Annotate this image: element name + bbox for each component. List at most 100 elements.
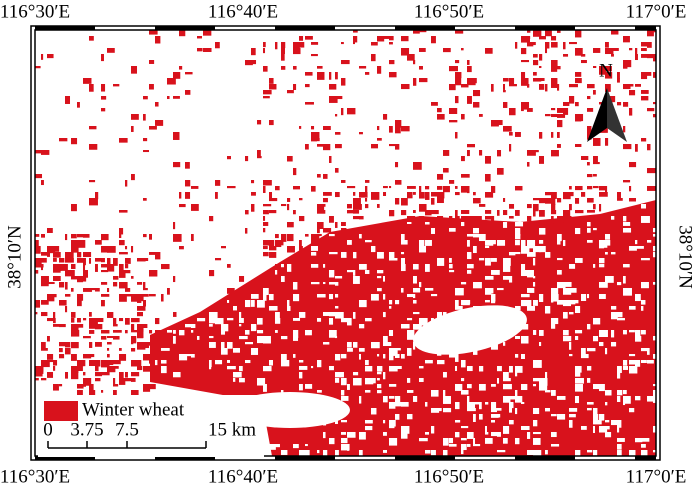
non-wheat-patch	[455, 288, 464, 296]
wheat-patch	[275, 234, 279, 239]
wheat-patch	[77, 384, 84, 389]
wheat-patch	[563, 192, 571, 200]
wheat-patch	[377, 204, 380, 208]
wheat-patch	[407, 186, 416, 189]
wheat-patch	[185, 162, 190, 169]
non-wheat-patch	[299, 408, 306, 414]
non-wheat-patch	[545, 252, 551, 258]
non-wheat-patch	[563, 336, 572, 342]
wheat-patch	[641, 90, 649, 94]
wheat-patch	[83, 258, 86, 266]
wheat-patch	[239, 276, 245, 282]
wheat-patch	[71, 372, 79, 380]
wheat-patch	[35, 270, 39, 274]
wheat-patch	[287, 198, 291, 202]
non-wheat-patch	[491, 294, 496, 302]
non-wheat-patch	[263, 438, 266, 444]
wheat-patch	[371, 144, 379, 149]
wheat-patch	[305, 72, 313, 76]
non-wheat-patch	[275, 330, 278, 333]
non-wheat-patch	[341, 378, 347, 386]
wheat-patch	[401, 210, 407, 216]
wheat-patch	[281, 54, 285, 61]
non-wheat-patch	[419, 240, 425, 247]
wheat-patch	[641, 48, 647, 52]
wheat-patch	[353, 210, 360, 214]
non-wheat-patch	[275, 270, 278, 275]
non-wheat-patch	[461, 390, 469, 395]
wheat-patch	[533, 198, 542, 201]
wheat-patch	[317, 144, 326, 147]
wheat-patch	[299, 240, 302, 248]
non-wheat-patch	[623, 366, 629, 370]
wheat-patch	[71, 312, 76, 318]
non-wheat-patch	[419, 342, 428, 346]
non-wheat-patch	[515, 354, 519, 358]
non-wheat-patch	[563, 288, 572, 295]
wheat-patch	[65, 282, 68, 290]
wheat-patch	[359, 66, 367, 69]
wheat-patch	[137, 360, 142, 367]
non-wheat-patch	[575, 384, 583, 392]
non-wheat-patch	[347, 318, 352, 326]
non-wheat-patch	[611, 306, 617, 310]
wheat-patch	[89, 312, 92, 317]
wheat-patch	[485, 48, 493, 54]
non-wheat-patch	[533, 282, 536, 287]
non-wheat-patch	[401, 432, 408, 439]
non-wheat-patch	[263, 450, 267, 456]
wheat-patch	[281, 42, 286, 49]
wheat-patch	[143, 324, 148, 328]
non-wheat-patch	[323, 450, 328, 456]
wheat-patch	[143, 138, 148, 142]
wheat-patch	[287, 156, 293, 162]
wheat-patch	[317, 234, 322, 237]
non-wheat-patch	[233, 348, 240, 353]
non-wheat-patch	[281, 336, 288, 340]
non-wheat-patch	[617, 318, 625, 321]
wheat-patch	[269, 252, 277, 258]
wheat-patch	[89, 144, 98, 150]
non-wheat-patch	[599, 294, 606, 299]
wheat-patch	[35, 234, 40, 237]
non-wheat-patch	[521, 294, 530, 298]
wheat-patch	[251, 60, 257, 65]
non-wheat-patch	[635, 330, 641, 338]
non-wheat-patch	[371, 342, 380, 349]
non-wheat-patch	[395, 300, 400, 305]
wheat-patch	[71, 324, 79, 331]
wheat-patch	[119, 372, 124, 379]
wheat-patch	[341, 222, 346, 227]
wheat-patch	[491, 120, 499, 127]
non-wheat-patch	[287, 264, 292, 272]
wheat-patch	[149, 384, 156, 390]
non-wheat-patch	[197, 318, 206, 322]
wheat-patch	[443, 186, 450, 193]
non-wheat-patch	[395, 402, 403, 407]
non-wheat-patch	[323, 342, 330, 345]
wheat-patch	[575, 198, 580, 204]
non-wheat-patch	[575, 330, 583, 334]
non-wheat-patch	[485, 402, 489, 405]
non-wheat-patch	[599, 426, 608, 433]
non-wheat-patch	[485, 300, 490, 303]
wheat-patch	[131, 330, 140, 333]
non-wheat-patch	[449, 270, 455, 273]
non-wheat-patch	[191, 354, 195, 358]
non-wheat-patch	[329, 312, 337, 317]
wheat-patch	[629, 162, 637, 168]
wheat-patch	[269, 198, 278, 202]
wheat-patch	[89, 354, 95, 358]
wheat-patch	[167, 288, 170, 295]
non-wheat-patch	[641, 348, 649, 352]
non-wheat-patch	[539, 384, 548, 391]
non-wheat-patch	[431, 390, 439, 397]
wheat-patch	[83, 360, 86, 367]
wheat-patch	[599, 186, 608, 191]
non-wheat-patch	[383, 396, 388, 403]
wheat-patch	[551, 210, 557, 215]
wheat-patch	[131, 246, 134, 253]
non-wheat-patch	[347, 384, 350, 390]
wheat-patch	[443, 168, 449, 173]
non-wheat-patch	[551, 318, 559, 325]
